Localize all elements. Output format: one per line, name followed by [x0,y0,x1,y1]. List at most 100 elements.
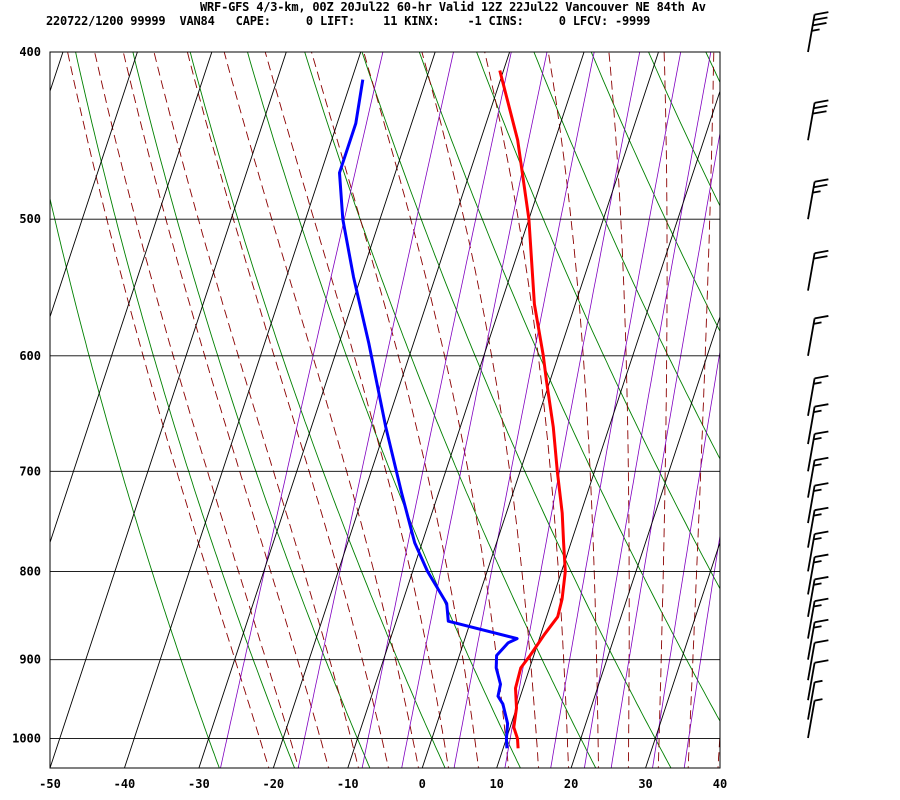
isotherm-line [421,52,659,768]
mixing-ratio-line [610,130,720,768]
wind-barb [807,99,829,141]
y-tick-label: 400 [19,45,41,59]
wind-barb-flag [814,553,829,558]
wind-barb-flag [813,255,828,260]
wind-barb-flag [814,249,829,255]
wind-barb-flag [813,625,822,629]
x-tick-label: -30 [188,777,210,791]
dry-adiabat-line [132,52,371,768]
dry-adiabat-line [868,33,900,775]
moist-adiabat-line [687,52,715,768]
wind-barb-flag [814,679,823,684]
wind-barb-flag [812,22,827,27]
wind-barb-staff [807,433,816,472]
y-tick-label: 1000 [12,732,41,746]
wind-barb-staff [807,579,816,617]
wind-barb-staff [807,181,816,220]
moist-adiabat-line [484,52,569,768]
moist-adiabat-line [311,52,479,768]
dry-adiabats [50,33,900,775]
isotherm-line [50,52,138,319]
dry-adiabat-line [648,52,720,207]
mixing-ratio-line [401,52,548,768]
wind-barb-flag [813,104,828,110]
wind-barb [807,482,829,524]
y-tick-label: 800 [19,564,41,578]
x-tick-label: 0 [419,777,426,791]
wind-barb-flag [813,437,822,441]
wind-barb-flag [813,560,822,564]
mixing-ratio-line [749,33,861,775]
wind-barb [807,530,829,572]
isotherm-line [50,52,287,768]
x-tick-label: 30 [638,777,652,791]
wind-barb [807,375,829,416]
x-tick-label: 20 [564,777,578,791]
dry-adiabat-line [533,52,720,460]
wind-barb-staff [807,662,816,701]
y-axis-ticks: 400 500 600 700 800 900 1000 [12,45,41,746]
profile-series [338,70,567,749]
wind-barb-flag [814,178,829,183]
mixing-ratio-line [583,52,712,768]
wind-barb-flag [814,11,829,16]
wind-barb-flag [813,409,822,413]
wind-barb [807,430,829,472]
wind-barb [807,659,829,701]
wind-barb [807,639,829,681]
wind-barb-flag [813,513,822,517]
isotherm-line [198,52,436,768]
wind-barb-flag [812,110,827,115]
wind-barb-staff [807,533,816,572]
wind-barb-staff [807,485,816,524]
wind-barb-flag [814,430,829,435]
x-tick-label: -40 [114,777,136,791]
wind-barb [807,553,829,595]
mixing-ratio-line [361,52,512,768]
wind-barb-flag [814,597,829,603]
wind-barb-flag [813,537,822,541]
dry-adiabat-line [304,52,597,768]
dry-adiabat-line [50,196,220,768]
wind-barb-staff [807,600,816,639]
moist-adiabat-line [67,52,270,768]
wind-barb-staff [807,510,816,548]
y-tick-label: 900 [19,653,41,667]
x-tick-label: 10 [489,777,503,791]
wind-barb [807,506,829,548]
wind-barb-flag [813,183,828,189]
isotherm-line [124,52,362,768]
wind-barb [807,698,823,739]
wind-barb [807,576,829,617]
wind-barb-flag [814,482,829,487]
wind-barb-flag [811,28,820,32]
isotherm-line [645,540,720,768]
wind-barb-staff [807,318,816,356]
isotherm-isobar-grid [50,52,720,768]
wind-barb-staff [807,556,816,595]
wind-barb-flag [814,698,823,702]
wind-barb-flag [814,315,829,320]
wind-barb-flag [814,403,829,408]
wind-barb-flag [813,604,822,608]
chart-stats-line: 220722/1200 99999 VAN84 CAPE: 0 LIFT: 11… [46,14,651,28]
wind-barb-flag [814,639,829,644]
wind-barb [807,403,829,445]
wind-barb-flag [814,659,829,664]
wind-barb-staff [807,102,816,141]
wind-barb-flag [814,375,829,380]
y-tick-label: 700 [19,464,41,478]
wind-barb-staff [807,622,816,660]
wind-barb [807,249,829,291]
y-tick-label: 600 [19,349,41,363]
wind-barb-flag [813,582,822,586]
isotherm-line [347,52,585,768]
wind-barb [807,315,829,356]
wind-barb-staff [807,682,816,720]
wind-barb-staff [807,460,816,498]
isotherm-line [570,315,720,768]
wind-barb-flag [814,530,829,535]
wind-barb [807,178,829,220]
mixing-ratio-line [652,349,720,768]
dry-adiabat-line [75,52,296,768]
